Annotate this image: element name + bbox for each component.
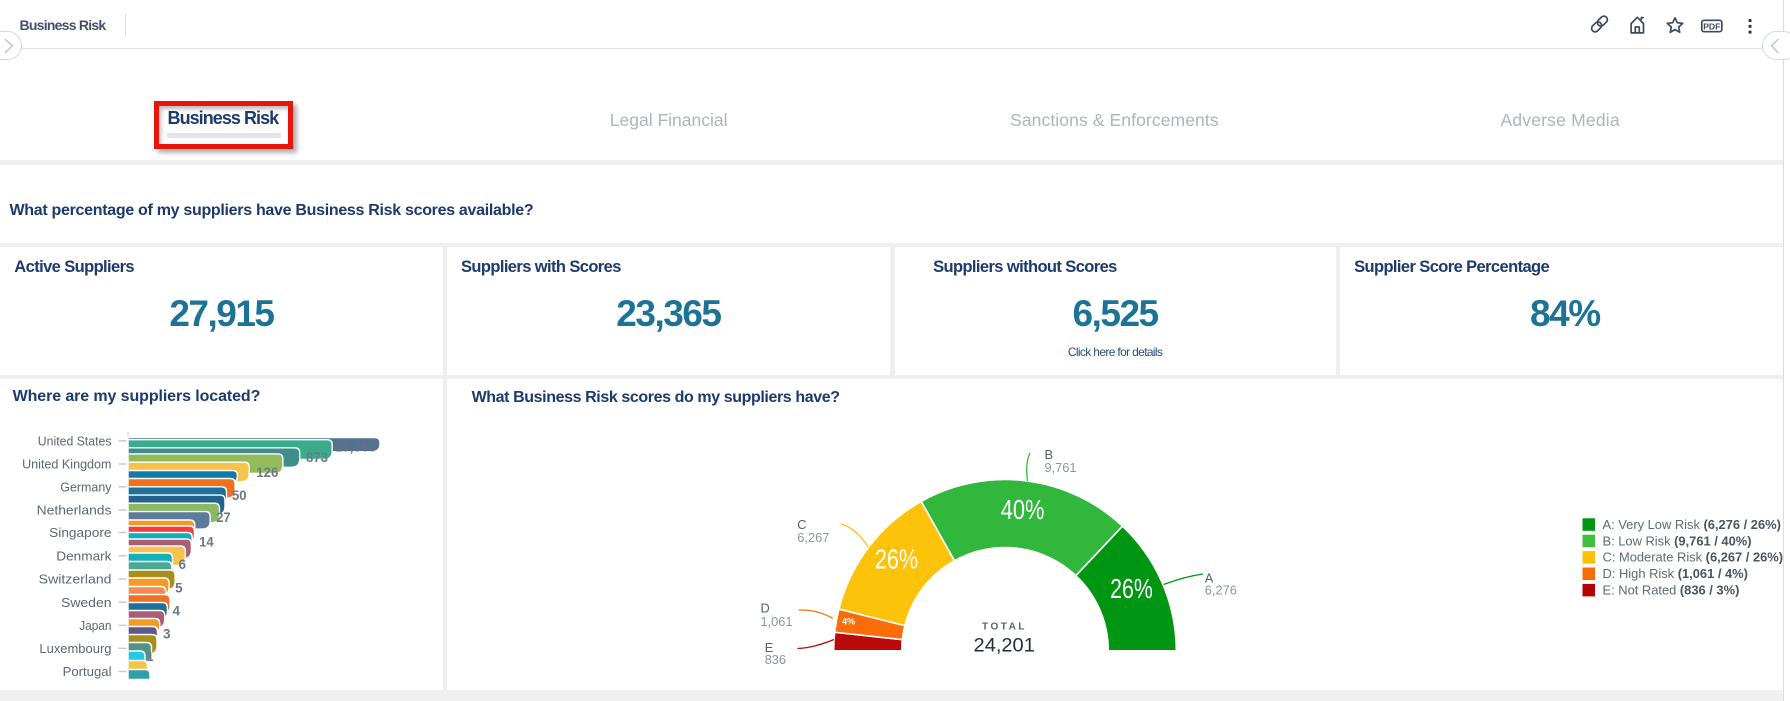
svg-text:E: Not Rated (836 / 3%): E: Not Rated (836 / 3%) [1603, 583, 1740, 598]
svg-text:B: Low Risk (9,761 / 40%): B: Low Risk (9,761 / 40%) [1603, 533, 1752, 548]
svg-text:E: E [765, 640, 774, 655]
svg-text:836: 836 [765, 652, 786, 667]
svg-text:Luxembourg: Luxembourg [39, 641, 111, 656]
svg-text:1: 1 [147, 649, 154, 664]
svg-text:4: 4 [173, 603, 181, 618]
svg-text:Singapore: Singapore [49, 525, 111, 540]
svg-text:Denmark: Denmark [56, 548, 112, 563]
svg-text:40%: 40% [1001, 494, 1045, 525]
svg-text:Portugal: Portugal [63, 664, 112, 679]
svg-text:D: High Risk (1,061 / 4%): D: High Risk (1,061 / 4%) [1603, 566, 1748, 581]
svg-text:24,201: 24,201 [974, 635, 1035, 657]
svg-text:United Kingdom: United Kingdom [22, 457, 111, 472]
svg-text:D: D [761, 601, 770, 616]
svg-text:4%: 4% [842, 617, 856, 627]
svg-text:C: C [797, 517, 806, 532]
svg-text:6: 6 [179, 557, 187, 572]
svg-text:Germany: Germany [60, 479, 112, 494]
svg-text:6,267: 6,267 [797, 530, 829, 545]
svg-text:B: B [1045, 447, 1054, 462]
svg-text:5: 5 [175, 580, 183, 595]
svg-text:Japan: Japan [79, 618, 111, 633]
svg-text:Netherlands: Netherlands [37, 503, 112, 518]
svg-text:6,276: 6,276 [1205, 583, 1237, 598]
svg-text:3: 3 [163, 626, 171, 641]
svg-text:27: 27 [216, 510, 231, 525]
svg-text:Switzerland: Switzerland [39, 572, 112, 587]
svg-text:PDF: PDF [1703, 22, 1720, 32]
svg-text:TOTAL: TOTAL [982, 621, 1027, 632]
svg-text:26%: 26% [1110, 573, 1153, 604]
svg-text:26%: 26% [875, 543, 918, 574]
svg-text:A: A [1205, 571, 1214, 586]
svg-text:United States: United States [38, 433, 112, 448]
svg-text:14: 14 [199, 535, 214, 550]
svg-text:126: 126 [256, 465, 278, 480]
svg-text:A: Very Low Risk (6,276 / 26%): A: Very Low Risk (6,276 / 26%) [1603, 517, 1781, 532]
svg-text:873: 873 [306, 450, 328, 465]
svg-text:Sweden: Sweden [61, 595, 112, 610]
svg-text:50: 50 [232, 488, 247, 503]
svg-text:C: Moderate Risk (6,267 / 26%): C: Moderate Risk (6,267 / 26%) [1603, 550, 1784, 565]
svg-text:1,061: 1,061 [761, 614, 793, 629]
svg-text:9,761: 9,761 [1045, 460, 1077, 475]
svg-text:19,360: 19,360 [335, 438, 376, 455]
